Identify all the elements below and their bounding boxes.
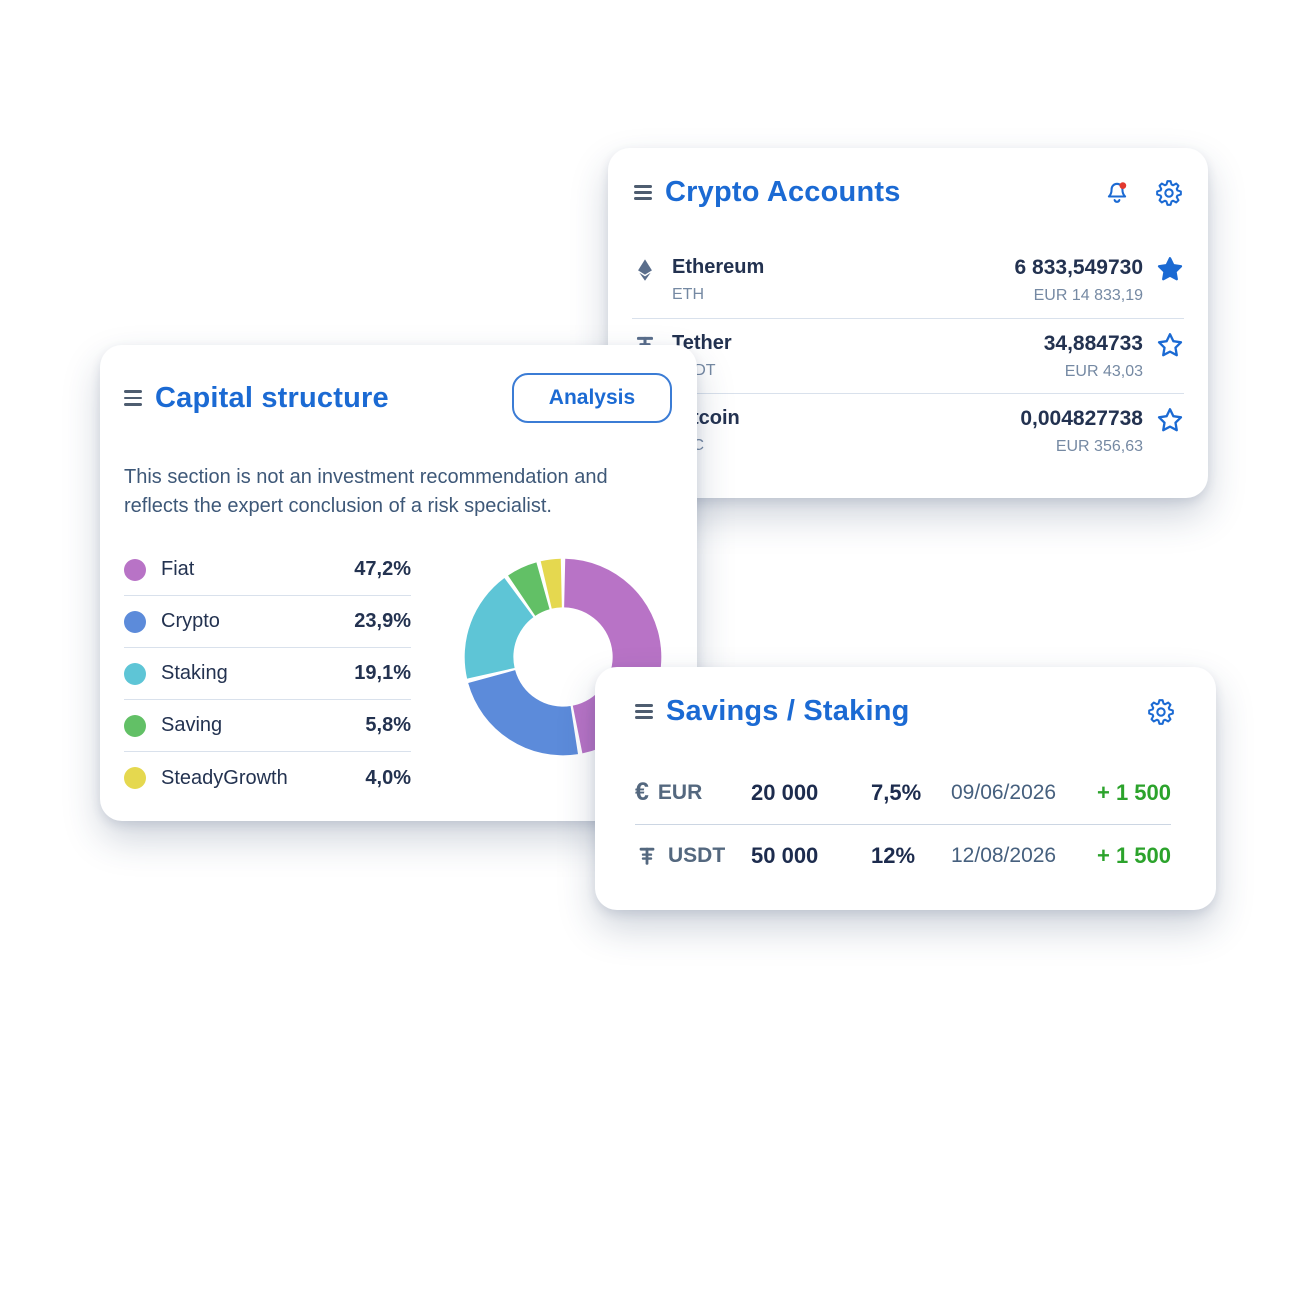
deposit-amount: 50 000 [751,843,819,868]
gain-value: + 1 500 [1096,779,1171,805]
euro-icon: € [635,778,649,806]
account-code: ETH [672,286,704,303]
legend-dot [124,714,146,737]
crypto-accounts-card: Crypto Accounts [608,148,1208,498]
legend-dot [124,558,146,581]
menu-icon[interactable] [634,184,652,201]
account-name: Ethereum [672,256,765,278]
account-amount: 0,004827738 [1020,407,1143,430]
card-title: Savings / Staking [666,695,910,727]
legend-percent: 23,9% [354,610,411,632]
legend-row-staking: Staking 19,1% [124,648,411,700]
settings-gear-icon[interactable] [1148,698,1174,725]
account-eur-value: EUR 356,63 [1055,438,1143,455]
account-eur-value: EUR 14 833,19 [1033,287,1143,304]
analysis-button[interactable]: Analysis [512,373,672,423]
legend-percent: 19,1% [354,662,411,684]
currency-code: EUR [657,780,703,804]
card-title: Crypto Accounts [665,176,901,208]
legend-row-crypto: Crypto 23,9% [124,596,411,648]
legend-percent: 4,0% [365,766,411,789]
ethereum-icon [632,257,658,283]
legend-dot [124,767,146,789]
capital-structure-legend: Fiat 47,2% Crypto 23,9% Staking 19,1% Sa… [124,544,411,804]
settings-gear-icon[interactable] [1156,179,1182,206]
crypto-account-row-tether[interactable]: Tether USDT 34,884733 EUR 43,03 [632,318,1184,393]
legend-percent: 47,2% [354,558,411,580]
capital-structure-header: Capital structure Analysis [100,345,697,423]
menu-icon[interactable] [635,703,653,720]
card-title: Capital structure [155,381,389,414]
interest-rate: 7,5% [871,779,922,805]
savings-row-usdt[interactable]: USDT 50 000 12% 12/08/2026 + 1 500 [635,824,1171,887]
savings-row-eur[interactable]: € EUR 20 000 7,5% 09/06/2026 + 1 500 [635,761,1171,824]
crypto-account-row-ethereum[interactable]: Ethereum ETH 6 833,549730 EUR 14 833,19 [632,243,1184,318]
currency-code: USDT [668,844,726,867]
maturity-date: 09/06/2026 [951,780,1057,804]
favorite-star-icon[interactable] [1156,406,1184,434]
legend-row-saving: Saving 5,8% [124,700,411,752]
notification-dot [1119,181,1127,189]
favorite-star-icon[interactable] [1156,255,1184,283]
legend-dot [124,662,146,685]
crypto-accounts-list: Ethereum ETH 6 833,549730 EUR 14 833,19 [608,243,1208,468]
savings-list: € EUR 20 000 7,5% 09/06/2026 + 1 500 [595,761,1216,887]
crypto-accounts-header: Crypto Accounts [608,148,1208,209]
favorite-star-icon[interactable] [1156,331,1184,359]
legend-label: Fiat [161,558,195,580]
legend-label: Crypto [161,610,220,632]
account-eur-value: EUR 43,03 [1064,363,1143,380]
savings-staking-card: Savings / Staking € EUR 20 000 7,5% 09/0… [595,667,1216,910]
legend-label: Staking [161,662,228,684]
gain-value: + 1 500 [1096,843,1171,868]
crypto-account-row-bitcoin[interactable]: Bitcoin BTC 0,004827738 EUR 356,63 [632,393,1184,468]
maturity-date: 12/08/2026 [951,844,1057,867]
legend-label: SteadyGrowth [161,766,288,789]
savings-staking-header: Savings / Staking [595,667,1216,728]
account-amount: 34,884733 [1043,332,1143,355]
menu-icon[interactable] [124,390,142,406]
notifications-bell-icon[interactable] [1104,180,1130,206]
tether-symbol-icon [635,844,659,868]
account-amount: 6 833,549730 [1014,256,1143,279]
deposit-amount: 20 000 [751,779,819,805]
legend-dot [124,610,146,633]
legend-label: Saving [161,714,223,736]
legend-row-steadygrowth: SteadyGrowth 4,0% [124,752,411,804]
disclaimer-text: This section is not an investment recomm… [124,466,608,517]
legend-percent: 5,8% [365,714,411,736]
legend-row-fiat: Fiat 47,2% [124,544,411,596]
interest-rate: 12% [871,843,916,868]
